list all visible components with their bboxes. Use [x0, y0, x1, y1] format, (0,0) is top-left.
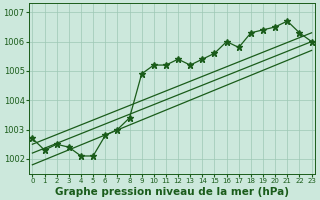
X-axis label: Graphe pression niveau de la mer (hPa): Graphe pression niveau de la mer (hPa): [55, 187, 289, 197]
